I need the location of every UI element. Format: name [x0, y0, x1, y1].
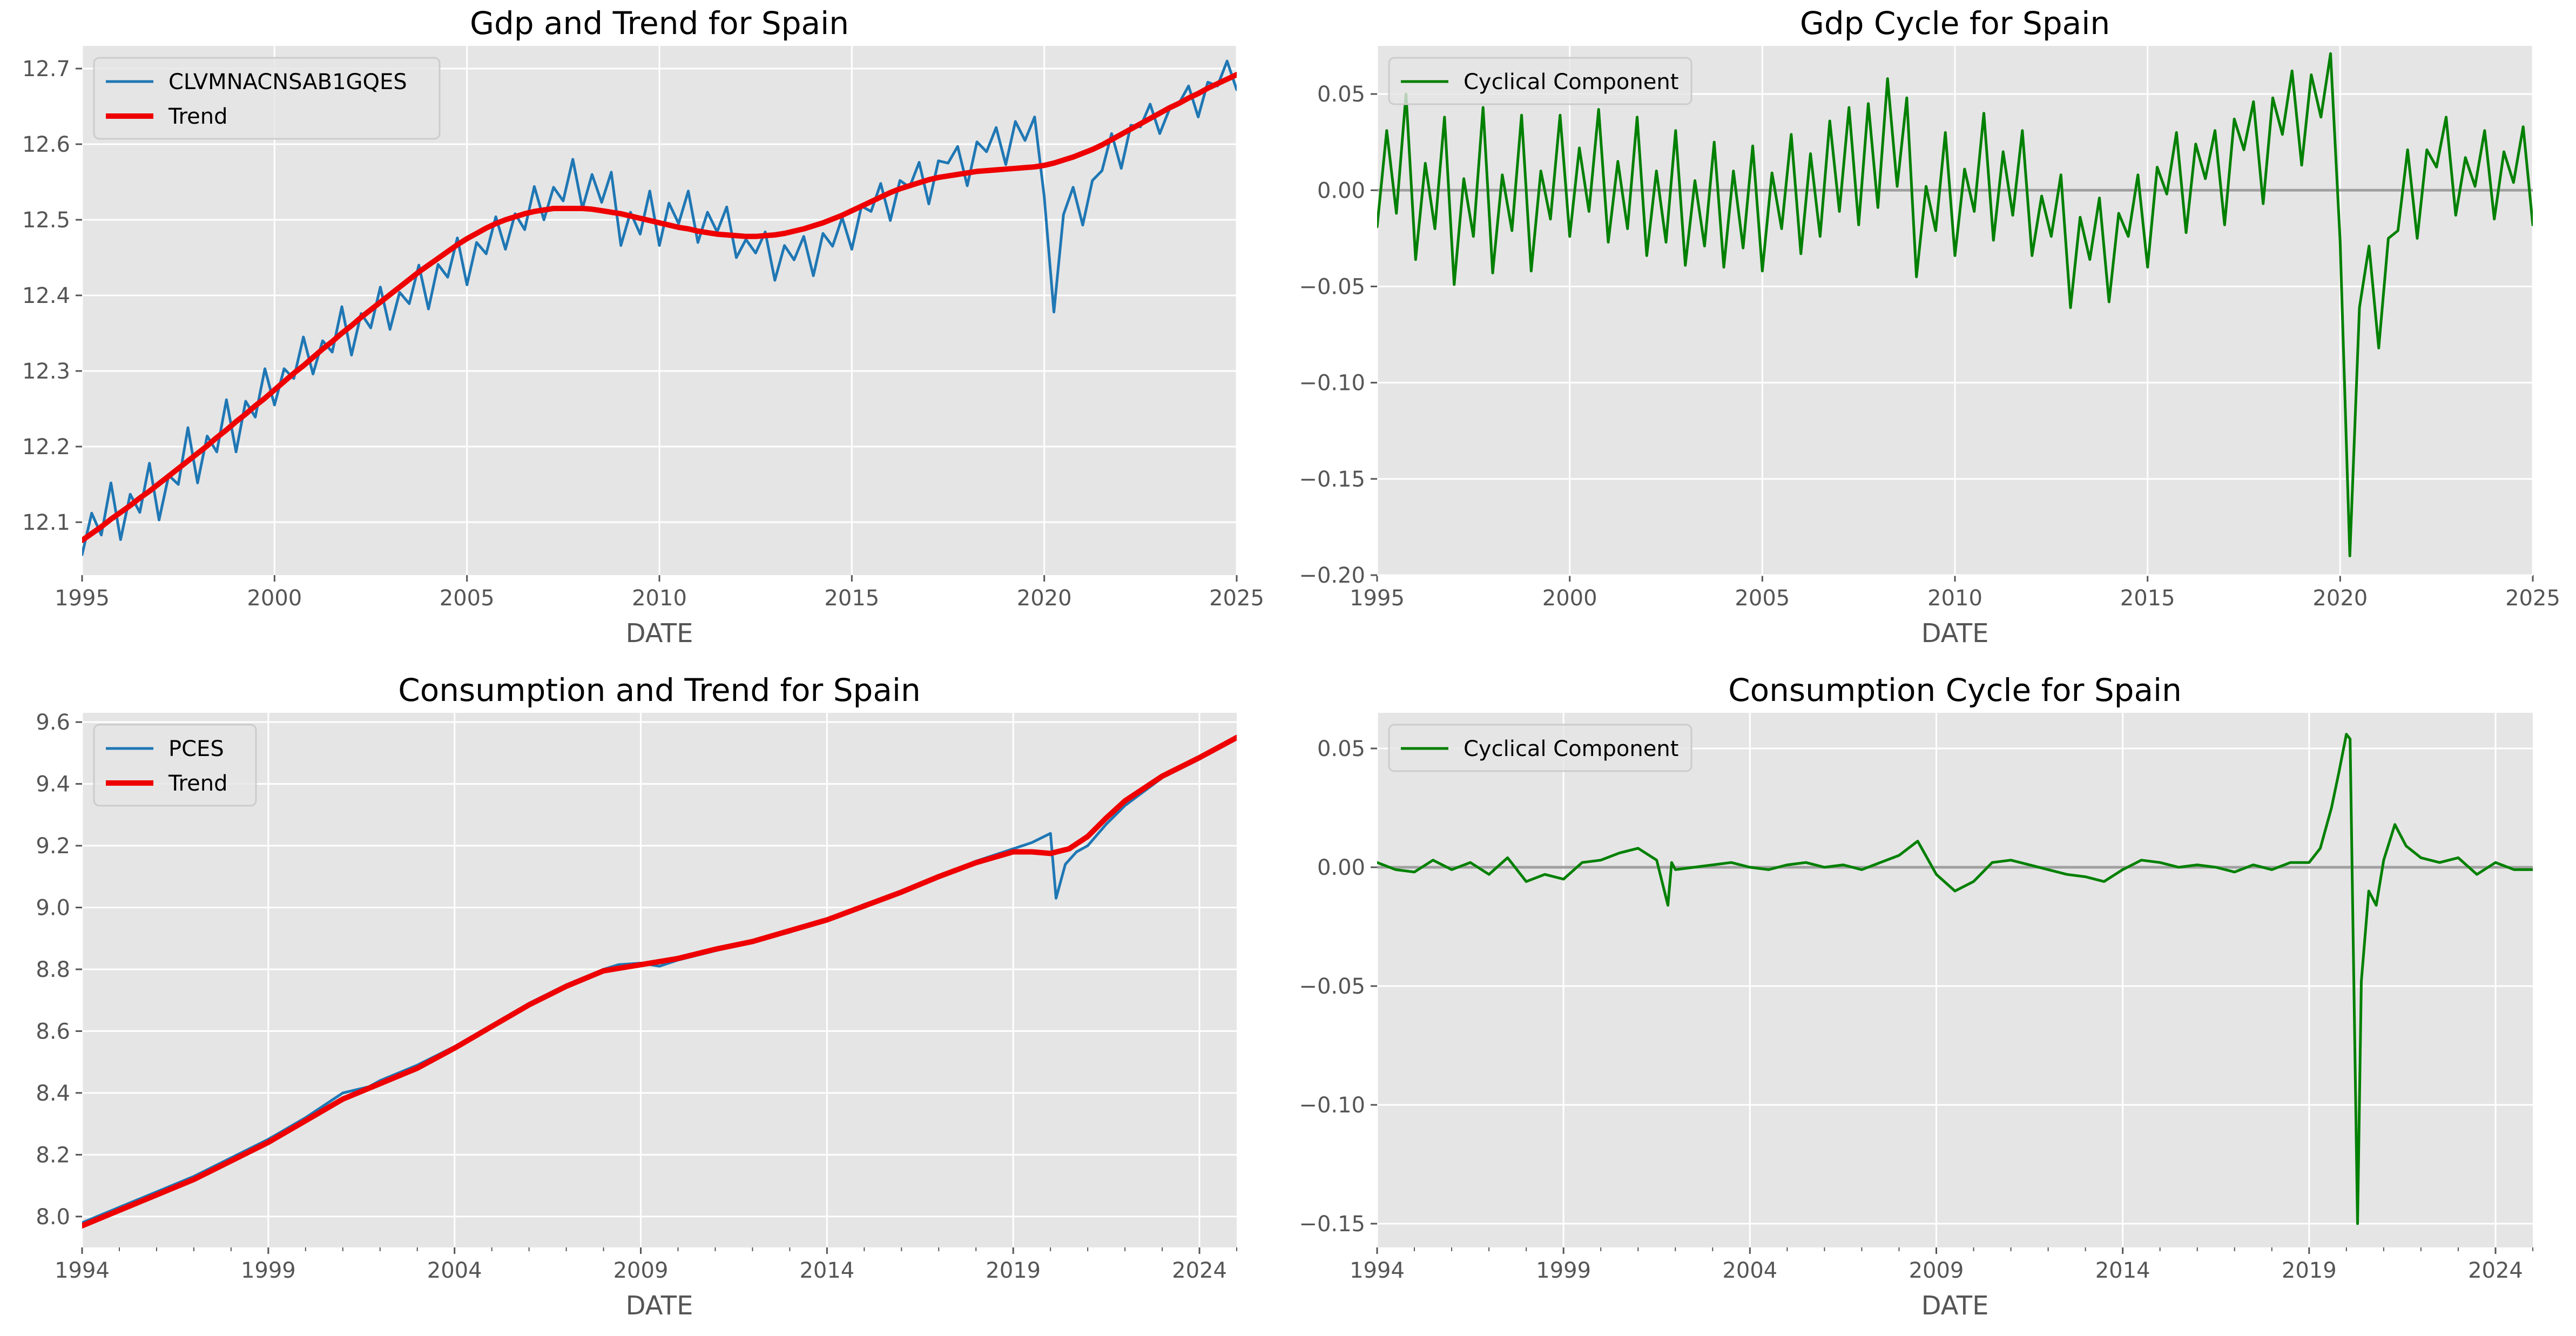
series-line-cyclical-component — [1377, 52, 2533, 557]
x-tick-label: 2000 — [247, 586, 302, 611]
legend-label: Cyclical Component — [1464, 737, 1678, 761]
legend-label: Cyclical Component — [1464, 70, 1678, 95]
series-line-clvmnacnsab1gqes — [82, 59, 1237, 556]
x-tick-label: 2010 — [1927, 586, 1982, 611]
y-tick-label: 12.7 — [22, 57, 70, 82]
chart-panel-1: 1995 2000 2005 2010 2015 2020 2025 12.1 12.2 12.3… — [22, 5, 1264, 649]
x-tick-label: 2005 — [440, 586, 495, 611]
x-tick-label: 1995 — [1350, 586, 1405, 611]
y-tick-label: 9.2 — [36, 834, 70, 859]
chart-panel-3: 1994 1999 2004 2009 2014 2019 2024 8.0 8.2 8.4 8.6… — [36, 672, 1237, 1321]
legend-box — [93, 57, 441, 140]
x-tick-label: 2000 — [1542, 586, 1597, 611]
x-tick-label: 2005 — [1735, 586, 1790, 611]
y-tick-label: 12.5 — [22, 208, 70, 233]
x-tick-label: 1995 — [55, 586, 110, 611]
y-tick-label: 0.05 — [1317, 82, 1365, 107]
x-tick-label: 2009 — [1909, 1258, 1964, 1283]
y-tick-label: 12.1 — [22, 510, 70, 535]
y-tick-label: −0.20 — [1299, 563, 1365, 588]
plot-area — [1377, 713, 2533, 1247]
chart-title: Consumption Cycle for Spain — [1728, 672, 2182, 709]
y-tick-label: 8.2 — [36, 1143, 70, 1168]
y-tick-label: 0.00 — [1317, 855, 1365, 880]
x-tick-label: 2019 — [2282, 1258, 2337, 1283]
x-tick-label: 1999 — [241, 1258, 296, 1283]
x-tick-label: 2015 — [824, 586, 879, 611]
x-tick-label: 2019 — [986, 1258, 1041, 1283]
legend-label: Trend — [168, 104, 227, 129]
legend: PCES Trend — [93, 724, 257, 807]
y-tick-label: 8.4 — [36, 1081, 70, 1106]
x-tick-label: 2014 — [2095, 1258, 2150, 1283]
series-line-trend — [82, 734, 1237, 1229]
y-tick-label: −0.15 — [1299, 467, 1365, 492]
x-tick-label: 2009 — [613, 1258, 669, 1283]
x-axis-label: DATE — [626, 618, 693, 649]
x-tick-label: 2024 — [2468, 1258, 2523, 1283]
x-axis-label: DATE — [1921, 618, 1989, 649]
y-tick-label: 8.8 — [36, 957, 70, 982]
x-tick-label: 1994 — [55, 1258, 110, 1283]
y-tick-label: −0.05 — [1299, 974, 1365, 999]
y-tick-label: 0.00 — [1317, 178, 1365, 203]
x-tick-label: 2010 — [632, 586, 687, 611]
y-tick-label: 12.3 — [22, 359, 70, 384]
x-axis-label: DATE — [1921, 1291, 1989, 1321]
x-tick-label: 2020 — [2312, 586, 2368, 611]
y-tick-label: 12.4 — [22, 284, 70, 308]
y-tick-label: 12.2 — [22, 435, 70, 460]
chart-title: Consumption and Trend for Spain — [398, 672, 921, 709]
x-tick-label: 2025 — [2505, 586, 2560, 611]
y-tick-label: 12.6 — [22, 132, 70, 157]
x-tick-label: 2025 — [1209, 586, 1264, 611]
chart-title: Gdp and Trend for Spain — [470, 5, 849, 42]
legend: CLVMNACNSAB1GQES Trend — [93, 57, 441, 140]
y-tick-label: 8.0 — [36, 1205, 70, 1230]
x-tick-label: 2004 — [427, 1258, 482, 1283]
y-tick-label: −0.05 — [1299, 274, 1365, 299]
x-tick-label: 1999 — [1536, 1258, 1591, 1283]
x-tick-label: 2024 — [1172, 1258, 1227, 1283]
y-tick-label: 0.05 — [1317, 737, 1365, 761]
plot-area — [82, 713, 1237, 1247]
legend-label: CLVMNACNSAB1GQES — [168, 70, 407, 95]
y-tick-label: 9.4 — [36, 772, 70, 797]
y-tick-label: −0.15 — [1299, 1212, 1365, 1237]
legend-box — [1388, 57, 1692, 105]
series-line-trend — [82, 72, 1237, 543]
x-tick-label: 2020 — [1017, 586, 1072, 611]
legend: Cyclical Component — [1388, 724, 1692, 772]
y-tick-label: 9.0 — [36, 896, 70, 921]
legend: Cyclical Component — [1388, 57, 1692, 105]
x-tick-label: 2004 — [1722, 1258, 1777, 1283]
x-tick-label: 2015 — [2120, 586, 2175, 611]
chart-panel-2: 1995 2000 2005 2010 2015 2020 2025 −0.20 −0.15 −0… — [1299, 5, 2560, 649]
chart-panel-4: 1994 1999 2004 2009 2014 2019 2024 −0.15 −0.10 −0… — [1299, 672, 2533, 1321]
y-tick-label: −0.10 — [1299, 371, 1365, 396]
chart-title: Gdp Cycle for Spain — [1800, 5, 2110, 42]
y-tick-label: 8.6 — [36, 1019, 70, 1044]
legend-label: Trend — [168, 771, 227, 796]
legend-label: PCES — [168, 737, 224, 761]
x-axis-label: DATE — [626, 1291, 693, 1321]
y-tick-label: −0.10 — [1299, 1093, 1365, 1118]
y-tick-label: 9.6 — [36, 710, 70, 735]
x-tick-label: 1994 — [1350, 1258, 1405, 1283]
legend-box — [1388, 724, 1692, 772]
series-line-cyclical-component — [1377, 733, 2533, 1225]
x-tick-label: 2014 — [799, 1258, 854, 1283]
